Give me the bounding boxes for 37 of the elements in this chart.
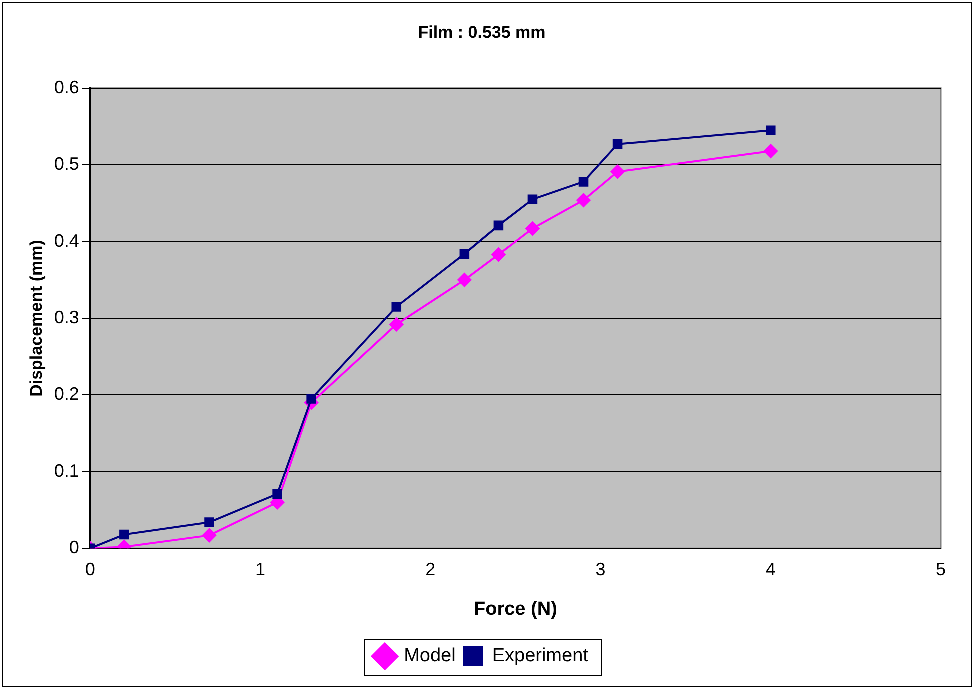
y-tick-label: 0.2 xyxy=(54,384,80,404)
y-axis-title: Displacement (mm) xyxy=(26,240,46,397)
x-tick-label: 1 xyxy=(256,559,266,580)
y-tick-label: 0.4 xyxy=(54,230,80,251)
y-tick-label: 0.6 xyxy=(54,77,80,98)
point xyxy=(390,318,404,332)
x-tick-label: 0 xyxy=(85,559,96,580)
y-tick-label: 0.3 xyxy=(54,307,80,328)
point xyxy=(764,144,778,158)
x-axis-title: Force (N) xyxy=(474,598,558,620)
point xyxy=(526,222,540,236)
point xyxy=(612,140,623,150)
x-tick-label: 2 xyxy=(426,559,436,580)
point xyxy=(494,220,504,231)
y-tick-label: 0 xyxy=(69,538,80,558)
point xyxy=(528,194,538,205)
legend-label: Experiment xyxy=(492,646,590,667)
y-tick-label: 0.1 xyxy=(54,460,80,481)
point xyxy=(766,126,776,136)
x-tick-label: 4 xyxy=(766,559,776,580)
point xyxy=(202,528,217,543)
x-tick-label: 5 xyxy=(936,559,946,580)
point xyxy=(120,530,130,540)
point xyxy=(306,394,316,404)
point xyxy=(610,165,625,180)
point xyxy=(492,248,506,262)
point xyxy=(392,302,402,312)
point xyxy=(272,489,282,500)
point xyxy=(460,249,470,259)
point xyxy=(458,273,472,288)
chart-title: Film : 0.535 mm xyxy=(418,22,546,42)
legend-label: Model xyxy=(404,646,456,667)
point xyxy=(204,518,214,528)
point xyxy=(576,193,591,208)
x-tick-label: 3 xyxy=(596,559,606,580)
y-tick-label: 0.5 xyxy=(54,154,80,174)
point xyxy=(578,177,589,187)
